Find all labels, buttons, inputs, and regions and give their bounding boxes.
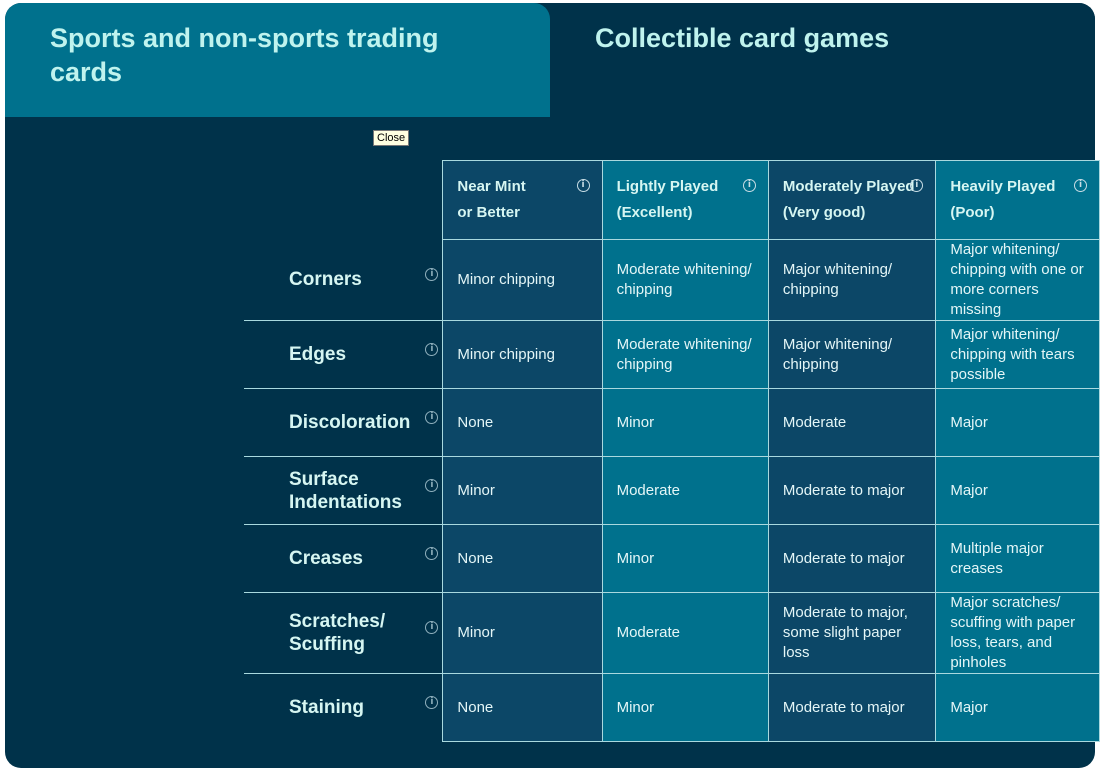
table-cell: Moderate whitening/ chipping bbox=[601, 320, 769, 389]
column-header: Near Mint or Better i bbox=[442, 160, 603, 240]
table-cell: Minor bbox=[601, 388, 769, 457]
table-cell: Moderate whitening/ chipping bbox=[601, 239, 769, 321]
column-title: Lightly Played bbox=[616, 178, 719, 195]
info-icon[interactable]: i bbox=[576, 179, 590, 192]
table-row: Surface Indentations i Minor Moderate Modera… bbox=[244, 456, 1100, 525]
table-cell: Moderate bbox=[601, 592, 769, 674]
corner-cell bbox=[244, 160, 443, 240]
row-label-text: Creases bbox=[289, 548, 363, 569]
table-row: Scratches/ Scuffing i Minor Moderate Moderat… bbox=[244, 592, 1100, 674]
table-cell: None bbox=[442, 524, 603, 593]
row-label: Creases i bbox=[244, 524, 443, 593]
table-cell: Minor bbox=[601, 673, 769, 742]
table-cell: Major whitening/ chipping bbox=[767, 320, 937, 389]
table-row: Corners i Minor chipping Moderate whitening… bbox=[244, 239, 1100, 321]
table-cell: Minor bbox=[601, 524, 769, 593]
info-icon[interactable]: i bbox=[425, 695, 439, 709]
row-label: Corners i bbox=[244, 239, 443, 321]
table-cell: Major scratches/ scuffing with paper los… bbox=[935, 592, 1100, 674]
table-cell: Major bbox=[935, 456, 1100, 525]
info-icon[interactable]: i bbox=[425, 478, 439, 492]
column-header: Moderately Played (Very good) i bbox=[767, 160, 937, 240]
row-label: Staining i bbox=[244, 673, 443, 742]
column-title: Heavily Played bbox=[950, 178, 1056, 195]
column-title: Moderately Played bbox=[782, 178, 915, 195]
row-label-text: Scratches/ Scuffing bbox=[289, 611, 386, 655]
row-label: Scratches/ Scuffing i bbox=[244, 592, 443, 674]
table-cell: Minor chipping bbox=[442, 239, 603, 321]
table-cell: Major whitening/ chipping bbox=[767, 239, 937, 321]
table-cell: Moderate to major bbox=[767, 456, 937, 525]
table-row: Edges i Minor chipping Moderate whitening/ … bbox=[244, 320, 1100, 389]
row-label-text: Edges bbox=[289, 344, 347, 365]
column-header: Heavily Played (Poor) i bbox=[935, 160, 1100, 240]
table-cell: Minor bbox=[442, 456, 603, 525]
table-cell: Major whitening/ chipping with tears pos… bbox=[935, 320, 1100, 389]
column-subtitle: (Very good) bbox=[782, 204, 866, 221]
info-icon[interactable]: i bbox=[425, 267, 439, 281]
table-cell: Moderate bbox=[601, 456, 769, 525]
tab-collectible-card-games[interactable]: Collectible card games bbox=[550, 3, 1095, 117]
column-header: Lightly Played (Excellent) i bbox=[601, 160, 769, 240]
table-cell: None bbox=[442, 673, 603, 742]
column-subtitle: (Poor) bbox=[950, 204, 995, 221]
row-label-text: Staining bbox=[289, 697, 364, 719]
info-icon[interactable]: i bbox=[425, 546, 439, 560]
info-icon[interactable]: i bbox=[425, 621, 439, 634]
table-cell: Major whitening/ chipping with one or mo… bbox=[935, 239, 1100, 321]
row-label-text: Discoloration bbox=[289, 412, 411, 433]
table-row: Creases i None Minor Moderate to major Multip… bbox=[244, 524, 1100, 593]
column-title: Near Mint bbox=[457, 178, 526, 195]
table-cell: Major bbox=[935, 388, 1100, 457]
table-row: Discoloration i None Minor Moderate Major bbox=[244, 388, 1100, 457]
table-cell: Moderate to major bbox=[767, 673, 937, 742]
row-label: Edges i bbox=[244, 320, 443, 389]
info-icon[interactable]: i bbox=[425, 342, 439, 356]
info-icon[interactable]: i bbox=[1074, 179, 1087, 192]
table-cell: Minor bbox=[442, 592, 603, 674]
table-cell: Moderate bbox=[767, 388, 937, 457]
table-cell: Moderate to major, some slight paper los… bbox=[767, 592, 937, 674]
table-cell: Moderate to major bbox=[767, 524, 937, 593]
table-cell: Minor chipping bbox=[442, 320, 603, 389]
info-icon[interactable]: i bbox=[742, 179, 756, 192]
tab-sports-trading-cards[interactable]: Sports and non-sports trading cards bbox=[5, 3, 550, 117]
table-cell: Multiple major creases bbox=[935, 524, 1100, 593]
column-subtitle: or Better bbox=[457, 204, 520, 221]
table-cell: Major bbox=[935, 673, 1100, 742]
table-cell: None bbox=[442, 388, 603, 457]
row-label: Discoloration i bbox=[244, 388, 443, 457]
info-icon[interactable]: i bbox=[910, 179, 924, 192]
info-icon[interactable]: i bbox=[425, 410, 439, 424]
row-label: Surface Indentations i bbox=[244, 456, 443, 525]
column-subtitle: (Excellent) bbox=[616, 204, 693, 221]
tooltip: Close bbox=[373, 130, 410, 146]
condition-table: Near Mint or Better i Lightly Played (Excell… bbox=[244, 160, 1100, 742]
row-label-text: Surface Indentations bbox=[289, 468, 402, 513]
row-label-text: Corners bbox=[289, 269, 362, 291]
table-row: Staining i None Minor Moderate to major Major bbox=[244, 673, 1100, 742]
